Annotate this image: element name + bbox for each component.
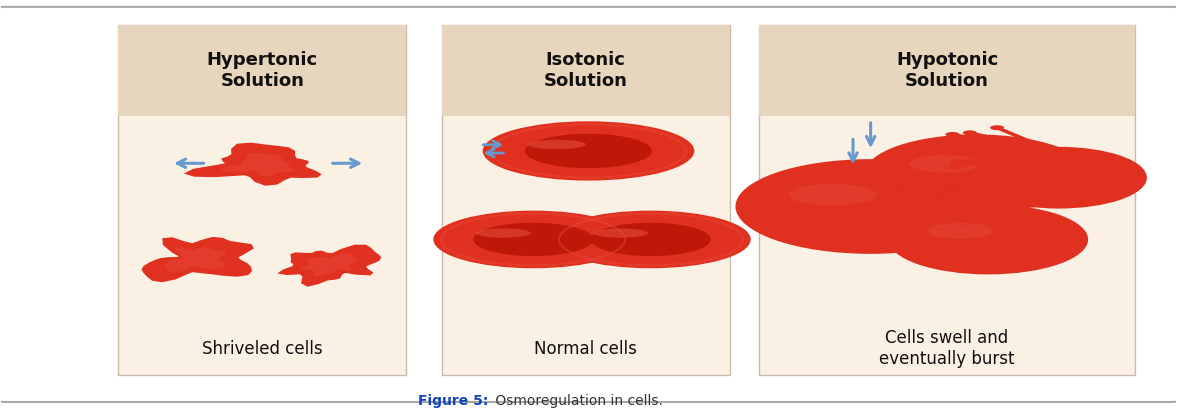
Text: Isotonic
Solution: Isotonic Solution [544, 51, 627, 90]
Bar [118, 25, 406, 375]
Circle shape [950, 159, 964, 164]
Bar [759, 25, 1135, 375]
Ellipse shape [593, 228, 649, 238]
Polygon shape [300, 254, 357, 277]
Ellipse shape [433, 211, 633, 268]
Ellipse shape [473, 223, 593, 256]
Text: Hypertonic
Solution: Hypertonic Solution [207, 51, 318, 90]
Polygon shape [184, 142, 321, 186]
Circle shape [940, 177, 955, 182]
Circle shape [889, 204, 1088, 274]
Circle shape [962, 173, 976, 178]
Text: Cells swell and
eventually burst: Cells swell and eventually burst [879, 329, 1015, 368]
Bar [118, 25, 406, 116]
Ellipse shape [483, 121, 694, 180]
FancyBboxPatch shape [0, 7, 1177, 402]
Ellipse shape [927, 223, 992, 239]
Ellipse shape [476, 228, 531, 238]
Circle shape [969, 179, 983, 184]
Circle shape [972, 152, 986, 157]
Bar [759, 25, 1135, 116]
Circle shape [947, 165, 962, 170]
Ellipse shape [591, 223, 711, 256]
Circle shape [865, 135, 1088, 213]
Ellipse shape [789, 184, 877, 205]
Polygon shape [165, 247, 226, 272]
Circle shape [990, 125, 1004, 130]
Polygon shape [278, 244, 381, 287]
Circle shape [945, 132, 959, 137]
Bar [441, 25, 730, 116]
Circle shape [736, 159, 1006, 254]
Ellipse shape [527, 140, 586, 149]
Circle shape [971, 147, 1146, 209]
Text: Osmoregulation in cells.: Osmoregulation in cells. [491, 394, 663, 408]
Text: Hypotonic
Solution: Hypotonic Solution [896, 51, 998, 90]
Text: Shriveled cells: Shriveled cells [202, 339, 322, 358]
Ellipse shape [1035, 149, 1083, 163]
Circle shape [963, 131, 977, 135]
Circle shape [1031, 194, 1045, 199]
Ellipse shape [551, 211, 751, 268]
Polygon shape [220, 153, 297, 176]
Text: Normal cells: Normal cells [534, 339, 637, 358]
Text: Figure 5:: Figure 5: [418, 394, 488, 408]
Ellipse shape [909, 155, 982, 173]
Polygon shape [141, 237, 254, 282]
Ellipse shape [525, 134, 652, 168]
Bar [441, 25, 730, 375]
